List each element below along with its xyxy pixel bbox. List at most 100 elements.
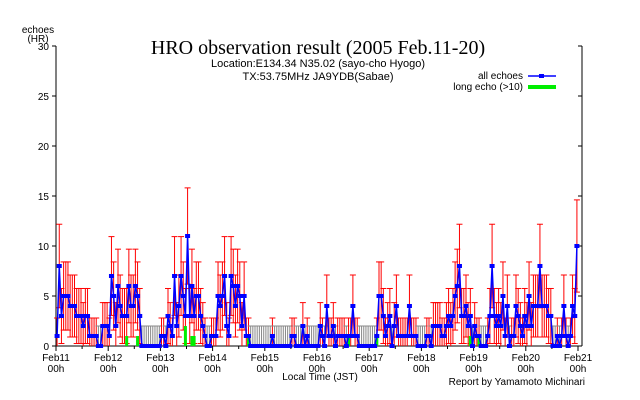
data-point (324, 304, 330, 308)
data-point (465, 324, 471, 328)
data-point (178, 274, 184, 278)
x-tick-label-hour: 00h (152, 364, 169, 375)
data-point (496, 314, 502, 318)
data-point (543, 304, 549, 308)
data-point (389, 344, 395, 348)
data-point (230, 284, 236, 288)
long-echo-bar (468, 336, 472, 346)
legend-label-long: long echo (>10) (453, 82, 523, 93)
long-echo-bar (183, 326, 187, 346)
data-point (548, 314, 554, 318)
data-point (291, 334, 297, 338)
data-point (163, 344, 169, 348)
y-tick-label: 20 (38, 142, 50, 153)
data-point (476, 334, 482, 338)
data-point (117, 304, 123, 308)
data-point (567, 334, 573, 338)
data-point (372, 344, 378, 348)
data-point (528, 324, 534, 328)
data-point (167, 324, 173, 328)
x-tick-label-hour: 00h (570, 364, 587, 375)
data-point (463, 304, 469, 308)
data-point (354, 334, 360, 338)
data-point (108, 274, 114, 278)
data-point (535, 304, 541, 308)
data-point (422, 344, 428, 348)
data-point (461, 314, 467, 318)
data-point (570, 304, 576, 308)
y-tick-label: 10 (38, 242, 50, 253)
data-point (187, 314, 193, 318)
data-point (200, 324, 206, 328)
data-point (437, 324, 443, 328)
chart-title: HRO observation result (2005 Feb.11-20) (151, 37, 485, 59)
long-echo-bar (136, 336, 140, 346)
data-point (557, 344, 563, 348)
data-point (383, 334, 389, 338)
data-point (98, 344, 104, 348)
data-point (137, 314, 143, 318)
data-point (176, 304, 182, 308)
data-point (487, 314, 493, 318)
data-point (441, 334, 447, 338)
data-point (561, 304, 567, 308)
data-point (245, 334, 251, 338)
data-point (174, 324, 180, 328)
data-point (385, 324, 391, 328)
data-point (85, 314, 91, 318)
data-point (156, 344, 162, 348)
legend: all echoes long echo (>10) (453, 71, 556, 93)
y-tick-label: 0 (43, 342, 49, 353)
data-point (222, 274, 228, 278)
long-echo-bar (477, 336, 481, 346)
data-point (302, 344, 308, 348)
data-point (304, 334, 310, 338)
x-tick-label-hour: 00h (204, 364, 221, 375)
data-point (106, 334, 112, 338)
data-point (524, 324, 530, 328)
data-point (454, 284, 460, 288)
y-tick-label: 30 (38, 42, 50, 53)
data-point (80, 324, 86, 328)
data-point (132, 284, 138, 288)
data-point (298, 344, 304, 348)
data-point (574, 244, 580, 248)
data-point (537, 264, 543, 268)
long-echo-bar (246, 336, 250, 346)
data-point (54, 334, 60, 338)
tick-labels: 051015202530Feb1100hFeb1200hFeb1300hFeb1… (38, 42, 593, 375)
data-point (180, 294, 186, 298)
data-point (202, 334, 208, 338)
data-point (191, 314, 197, 318)
x-tick-label-day: Feb15 (251, 353, 280, 364)
data-point (485, 334, 491, 338)
data-point (404, 334, 410, 338)
data-point (393, 304, 399, 308)
data-point (65, 294, 71, 298)
data-point (113, 324, 119, 328)
data-point (317, 324, 323, 328)
data-point (350, 304, 356, 308)
data-point (515, 314, 521, 318)
data-point (520, 334, 526, 338)
data-point (343, 344, 349, 348)
data-point (217, 304, 223, 308)
data-point (489, 264, 495, 268)
data-point (428, 344, 434, 348)
chart-subtitle-tx: TX:53.75MHz JA9YDB(Sabae) (242, 71, 393, 83)
y-tick-label: 15 (38, 192, 50, 203)
x-tick-label-day: Feb18 (407, 353, 436, 364)
data-point (224, 324, 230, 328)
data-point (78, 314, 84, 318)
data-point (198, 314, 204, 318)
data-point (239, 324, 245, 328)
data-point (235, 284, 241, 288)
data-point (522, 314, 528, 318)
long-echo-bars (125, 326, 481, 346)
data-point (287, 344, 293, 348)
x-tick-label-hour: 00h (48, 364, 65, 375)
all-echoes-series (54, 234, 580, 348)
data-point (195, 294, 201, 298)
data-point (341, 334, 347, 338)
